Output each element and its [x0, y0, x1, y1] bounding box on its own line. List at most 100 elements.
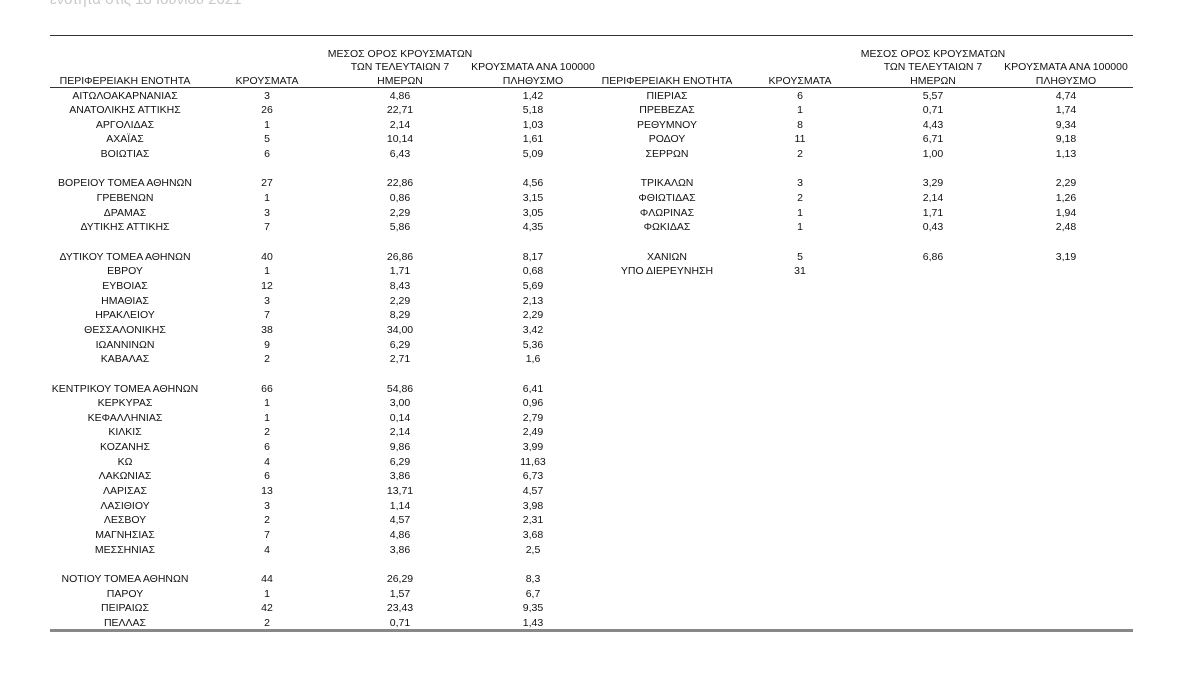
cases-per-100k: 1,26 — [1055, 191, 1077, 204]
avg-7-days: 0,71 — [389, 616, 411, 629]
cases: 13 — [261, 484, 273, 497]
cases-per-100k: 5,36 — [522, 338, 544, 351]
cases-per-100k: 2,49 — [522, 426, 544, 439]
region-name: ΠΕΛΛΑΣ — [103, 616, 147, 629]
cases-per-100k: 4,56 — [522, 177, 544, 190]
cases: 6 — [797, 89, 803, 102]
region-name: ΑΝΑΤΟΛΙΚΗΣ ΑΤΤΙΚΗΣ — [69, 103, 181, 116]
cases-per-100k: 1,03 — [522, 118, 544, 131]
region-name: ΚΑΒΑΛΑΣ — [100, 352, 150, 365]
top-rule — [50, 35, 1133, 36]
cases: 2 — [797, 191, 803, 204]
column-header: ΚΡΟΥΣΜΑΤΑ ΑΝΑ 100000 — [471, 60, 595, 73]
cases: 12 — [261, 279, 273, 292]
region-name: ΔΥΤΙΚΟΥ ΤΟΜΕΑ ΑΘΗΝΩΝ — [59, 250, 191, 263]
region-name: ΓΡΕΒΕΝΩΝ — [96, 191, 154, 204]
cases: 44 — [261, 572, 273, 585]
cases-per-100k: 4,57 — [522, 484, 544, 497]
avg-7-days: 2,14 — [389, 426, 411, 439]
avg-7-days: 0,86 — [389, 191, 411, 204]
cases: 3 — [264, 499, 270, 512]
column-header: ΜΕΣΟΣ ΟΡΟΣ ΚΡΟΥΣΜΑΤΩΝ — [860, 47, 1006, 60]
cases-per-100k: 6,73 — [522, 470, 544, 483]
avg-7-days: 10,14 — [386, 133, 414, 146]
caption: ενότητα στις 18 Ιουνίου 2021 — [50, 0, 242, 8]
cases-per-100k: 6,7 — [525, 587, 541, 600]
cases: 1 — [264, 411, 270, 424]
avg-7-days: 26,86 — [386, 250, 414, 263]
cases-per-100k: 0,68 — [522, 265, 544, 278]
region-name: ΚΩ — [117, 455, 133, 468]
region-name: ΤΡΙΚΑΛΩΝ — [640, 177, 694, 190]
region-name: ΧΑΝΙΩΝ — [647, 250, 687, 263]
avg-7-days: 0,43 — [922, 221, 944, 234]
region-name: ΚΟΖΑΝΗΣ — [100, 440, 150, 453]
region-name: ΦΩΚΙΔΑΣ — [643, 221, 691, 234]
cases-per-100k: 3,42 — [522, 323, 544, 336]
avg-7-days: 4,86 — [389, 528, 411, 541]
region-name: ΜΕΣΣΗΝΙΑΣ — [94, 543, 156, 556]
avg-7-days: 22,86 — [386, 177, 414, 190]
region-name: ΗΜΑΘΙΑΣ — [101, 294, 149, 307]
avg-7-days: 2,14 — [922, 191, 944, 204]
avg-7-days: 2,14 — [389, 118, 411, 131]
cases-per-100k: 9,35 — [522, 602, 544, 614]
avg-7-days: 6,43 — [389, 147, 411, 160]
cases-per-100k: 5,18 — [522, 103, 544, 116]
cases: 40 — [261, 250, 273, 263]
region-name: ΛΑΚΩΝΙΑΣ — [98, 470, 152, 483]
cases: 5 — [797, 250, 803, 263]
cases: 7 — [264, 221, 270, 234]
cases: 4 — [264, 455, 270, 468]
cases: 6 — [264, 147, 270, 160]
cases-per-100k: 9,18 — [1055, 133, 1077, 146]
cases-per-100k: 2,79 — [522, 411, 544, 424]
avg-7-days: 23,43 — [386, 602, 414, 614]
avg-7-days: 6,86 — [922, 250, 944, 263]
column-header: ΠΛΗΘΥΣΜΟ — [502, 74, 564, 87]
cases-per-100k: 3,05 — [522, 206, 544, 219]
cases-per-100k: 2,29 — [1055, 177, 1077, 190]
avg-7-days: 13,71 — [386, 484, 414, 497]
avg-7-days: 1,00 — [922, 147, 944, 160]
cases-per-100k: 0,96 — [522, 396, 544, 409]
avg-7-days: 8,43 — [389, 279, 411, 292]
avg-7-days: 2,29 — [389, 206, 411, 219]
cases: 2 — [264, 616, 270, 629]
region-name: ΑΧΑΪΑΣ — [106, 133, 144, 146]
cases-per-100k: 2,5 — [525, 543, 541, 556]
region-name: ΘΕΣΣΑΛΟΝΙΚΗΣ — [84, 323, 166, 336]
column-header: ΜΕΣΟΣ ΟΡΟΣ ΚΡΟΥΣΜΑΤΩΝ — [327, 47, 473, 60]
region-name: ΦΛΩΡΙΝΑΣ — [639, 206, 695, 219]
cases: 4 — [264, 543, 270, 556]
cases: 1 — [264, 587, 270, 600]
avg-7-days: 22,71 — [386, 103, 414, 116]
cases-per-100k: 2,31 — [522, 514, 544, 527]
cases: 2 — [264, 352, 270, 365]
avg-7-days: 26,29 — [386, 572, 414, 585]
avg-7-days: 3,00 — [389, 396, 411, 409]
avg-7-days: 6,71 — [922, 133, 944, 146]
column-header: ΠΕΡΙΦΕΡΕΙΑΚΗ ΕΝΟΤΗΤΑ — [59, 74, 191, 87]
region-name: ΠΑΡΟΥ — [106, 587, 144, 600]
cases: 7 — [264, 528, 270, 541]
region-name: ΙΩΑΝΝΙΝΩΝ — [95, 338, 155, 351]
cases-per-100k: 4,74 — [1055, 89, 1077, 102]
column-header: ΤΩΝ ΤΕΛΕΥΤΑΙΩΝ 7 — [883, 60, 983, 73]
avg-7-days: 9,86 — [389, 440, 411, 453]
avg-7-days: 4,86 — [389, 89, 411, 102]
region-name: ΝΟΤΙΟΥ ΤΟΜΕΑ ΑΘΗΝΩΝ — [61, 572, 189, 585]
cases-per-100k: 5,69 — [522, 279, 544, 292]
column-header: ΚΡΟΥΣΜΑΤΑ — [768, 74, 832, 87]
avg-7-days: 1,71 — [389, 265, 411, 278]
cases-per-100k: 1,43 — [522, 616, 544, 629]
region-name: ΜΑΓΝΗΣΙΑΣ — [95, 528, 155, 541]
cases-per-100k: 3,99 — [522, 440, 544, 453]
cases-per-100k: 1,94 — [1055, 206, 1077, 219]
avg-7-days: 4,57 — [389, 514, 411, 527]
cases: 1 — [264, 191, 270, 204]
cases-per-100k: 8,17 — [522, 250, 544, 263]
region-name: ΗΡΑΚΛΕΙΟΥ — [95, 309, 155, 321]
header-rule — [50, 87, 1133, 88]
cases-per-100k: 4,35 — [522, 221, 544, 234]
